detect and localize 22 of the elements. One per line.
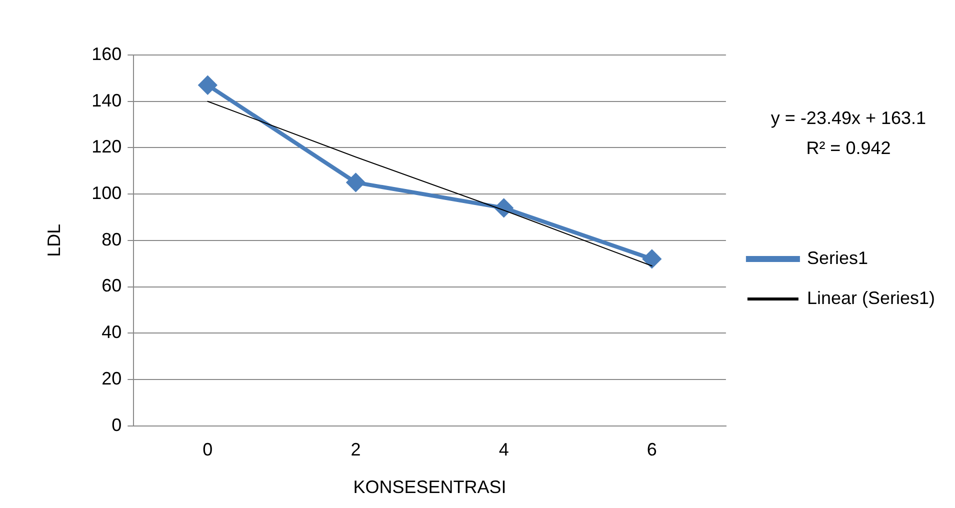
y-tick-label: 0 <box>112 414 122 435</box>
y-tick-label: 160 <box>92 44 122 64</box>
y-axis-title: LDL <box>44 224 64 257</box>
x-tick-label: 2 <box>350 440 361 460</box>
legend-label: Series1 <box>806 248 868 268</box>
y-tick-label: 20 <box>102 368 122 388</box>
text: y = -23.49x + 163.1 <box>770 108 926 128</box>
x-tick-label: 6 <box>646 440 657 460</box>
y-tick-label: 40 <box>102 322 122 342</box>
y-tick-label: 60 <box>102 276 122 296</box>
point <box>198 76 217 94</box>
x-axis-title: KONSESENTRASI <box>353 477 506 498</box>
y-tick-label: 120 <box>92 136 122 157</box>
point <box>642 250 661 268</box>
x-tick-label: 4 <box>498 440 509 460</box>
y-tick-label: 140 <box>92 90 122 110</box>
y-tick-label: 80 <box>102 229 122 250</box>
x-tick-label: 0 <box>202 440 213 460</box>
legend-label: Linear (Series1) <box>806 288 936 308</box>
y-tick-label: 100 <box>92 183 122 204</box>
text: R² = 0.942 <box>806 138 891 158</box>
point <box>346 173 365 192</box>
